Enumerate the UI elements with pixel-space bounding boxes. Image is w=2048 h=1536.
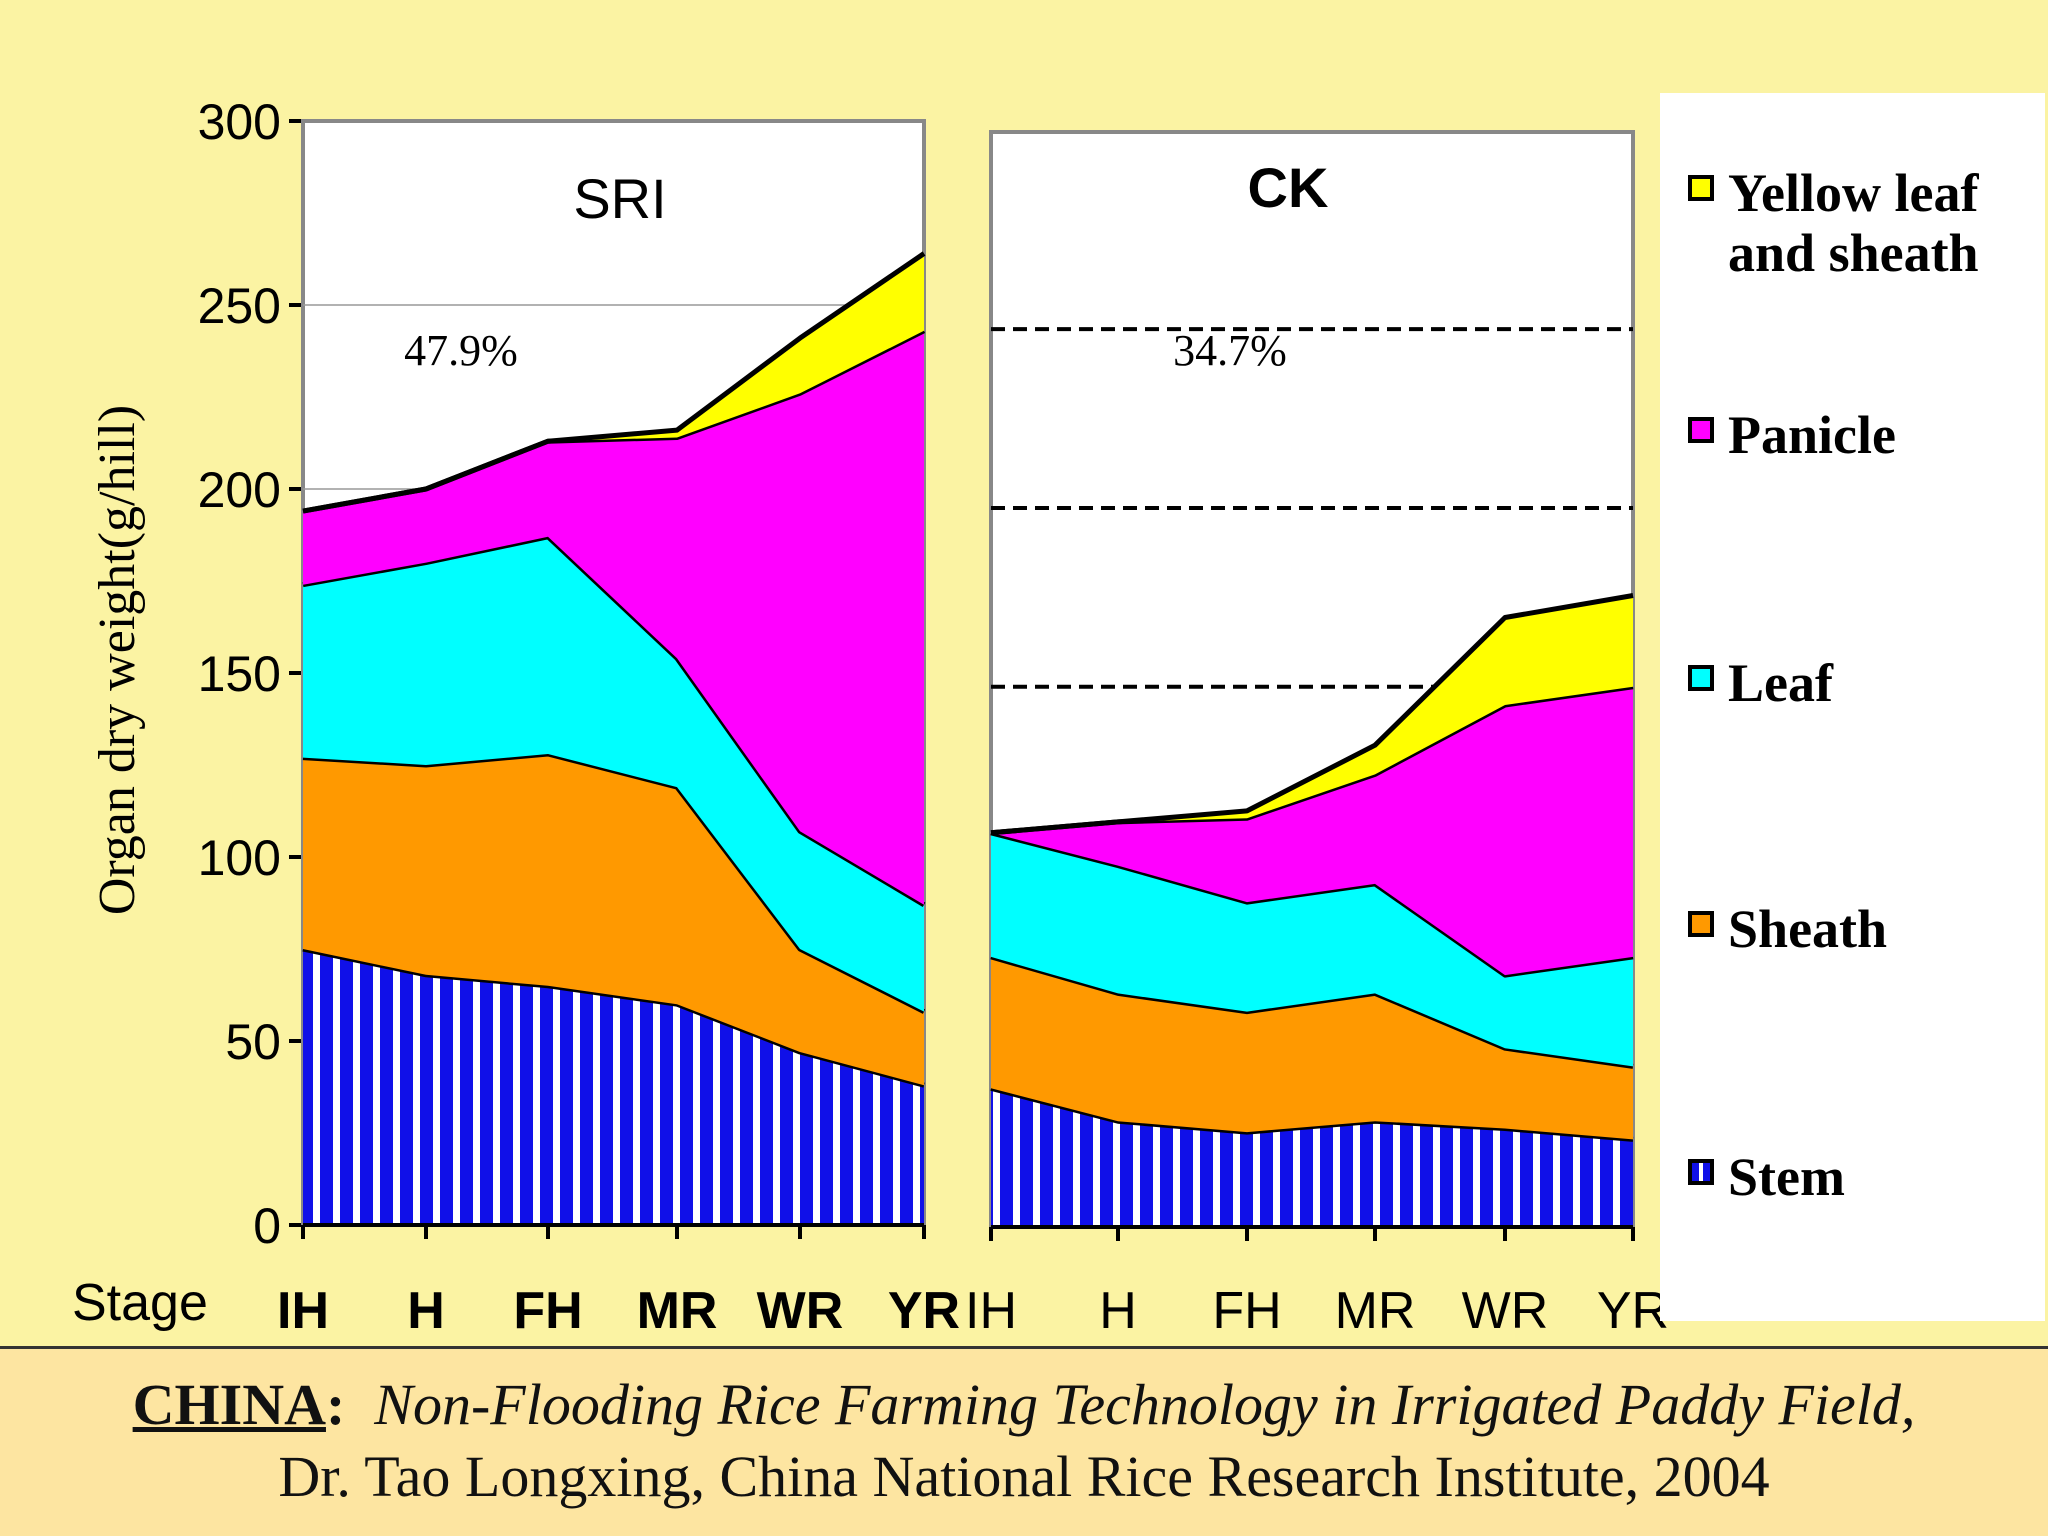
y-tick-label: 200: [198, 462, 281, 518]
legend-item-stem: Stem: [1688, 1147, 1845, 1207]
legend-label-stem: Stem: [1728, 1147, 1845, 1207]
x-category-label: YR: [888, 1282, 960, 1340]
x-category-label: MR: [637, 1282, 718, 1340]
legend-swatch-stem: [1688, 1159, 1714, 1185]
x-category-label: YR: [1597, 1282, 1669, 1340]
legend-item-leaf: Leaf: [1688, 653, 1833, 713]
boundary-yellow: [990, 593, 1634, 836]
panel-ck: IH H FH MR WR YR CK 34.7%: [965, 130, 1669, 1340]
legend-label-sheath: Sheath: [1728, 899, 1888, 959]
panel-sri: IH H FH MR WR YR SRI 47.9%: [277, 119, 960, 1340]
legend-label-panicle: Panicle: [1728, 405, 1896, 465]
legend-label-leaf: Leaf: [1728, 653, 1833, 713]
x-category-label: WR: [1462, 1282, 1549, 1340]
legend-item-panicle: Panicle: [1688, 405, 1896, 465]
panel-annotation: 47.9%: [404, 326, 518, 375]
area-stem: [303, 949, 924, 1225]
x-category-label: WR: [757, 1282, 844, 1340]
legend-swatch-yellow: [1688, 175, 1714, 201]
area-leaf: [991, 832, 1633, 1067]
caption-line-1: CHINA: Non-Flooding Rice Farming Technol…: [0, 1369, 2048, 1441]
x-category-label: MR: [1335, 1282, 1416, 1340]
caption-country: CHINA: [132, 1372, 326, 1437]
x-category-label: H: [1099, 1282, 1137, 1340]
area-stem: [991, 1088, 1633, 1227]
caption-line-2: Dr. Tao Longxing, China National Rice Re…: [278, 1444, 1770, 1509]
area-panicle: [303, 330, 924, 905]
legend-swatch-leaf: [1688, 665, 1714, 691]
caption-title: Non-Flooding Rice Farming Technology in …: [374, 1372, 1916, 1437]
x-category-label: H: [407, 1282, 445, 1340]
area-yellow: [991, 595, 1633, 833]
y-tick-label: 0: [253, 1198, 281, 1254]
y-tick-label: 100: [198, 830, 281, 886]
caption-colon: :: [325, 1372, 346, 1437]
x-category-label: IH: [277, 1282, 329, 1340]
y-tick-label: 300: [198, 94, 281, 150]
area-yellow: [303, 253, 924, 512]
x-axis-prefix-label: Stage: [72, 1274, 208, 1332]
area-leaf: [303, 536, 924, 1012]
x-category-label: FH: [1212, 1282, 1281, 1340]
legend-label-yellow: Yellow leaf and sheath: [1728, 163, 1979, 283]
y-axis-label: Organ dry weight(g/hill): [89, 405, 146, 915]
source-caption: CHINA: Non-Flooding Rice Farming Technol…: [0, 1346, 2048, 1536]
legend-item-sheath: Sheath: [1688, 899, 1887, 959]
legend-swatch-panicle: [1688, 417, 1714, 443]
panel-annotation: 34.7%: [1173, 326, 1287, 375]
x-category-label: IH: [965, 1282, 1017, 1340]
boundary-yellow: [302, 251, 926, 514]
panel-title: CK: [1248, 156, 1329, 219]
legend-swatch-sheath: [1688, 911, 1714, 937]
y-tick-label: 50: [225, 1014, 281, 1070]
chart-legend: Yellow leaf and sheath Panicle Leaf Shea…: [1660, 93, 2045, 1321]
area-sheath: [991, 956, 1633, 1140]
y-tick-label: 150: [198, 646, 281, 702]
panel-title: SRI: [573, 167, 666, 230]
legend-item-yellow: Yellow leaf and sheath: [1688, 163, 1979, 283]
y-tick-label: 250: [198, 278, 281, 334]
area-sheath: [303, 754, 924, 1086]
area-panicle: [991, 686, 1633, 976]
x-category-label: FH: [513, 1282, 582, 1340]
